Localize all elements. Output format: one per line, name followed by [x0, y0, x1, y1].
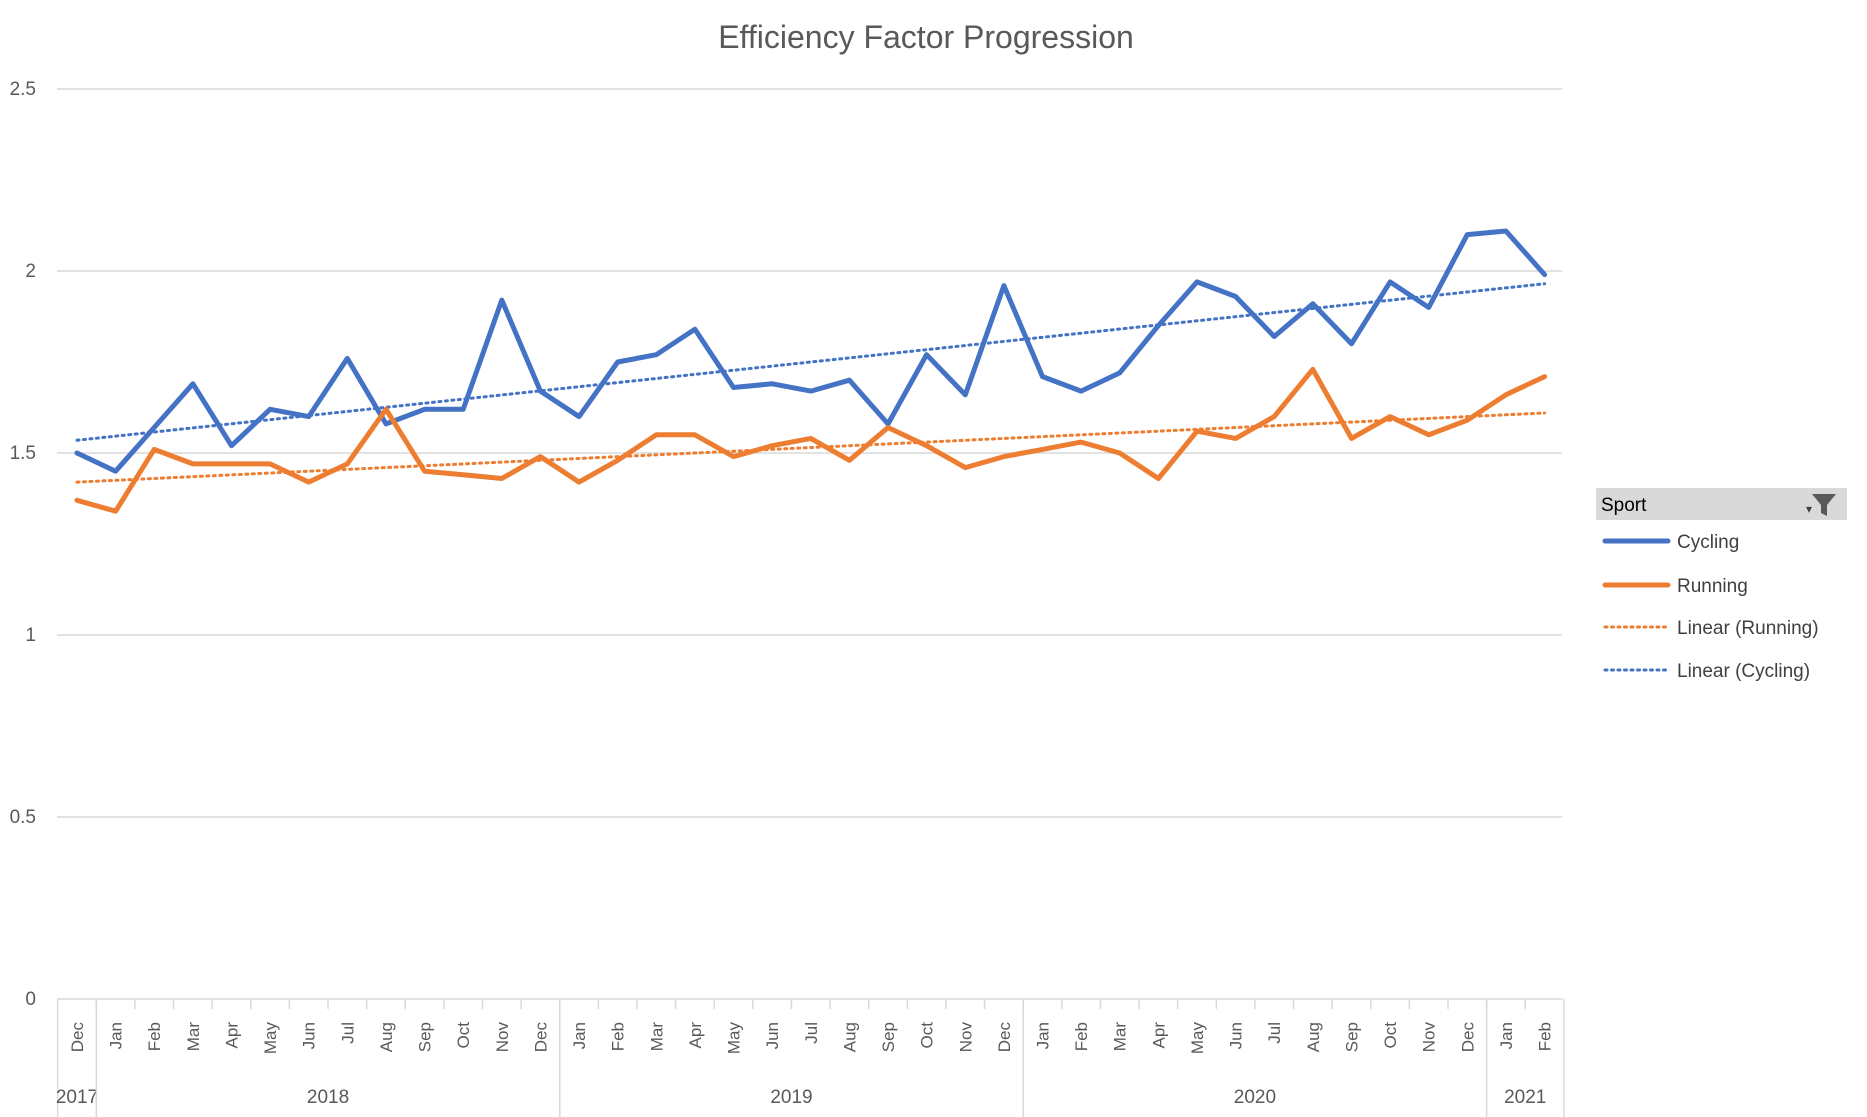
year-label: 2018	[307, 1087, 349, 1108]
x-tick-label: Apr	[222, 1022, 241, 1049]
x-tick-label: Dec	[68, 1022, 87, 1053]
x-tick-label: Jul	[338, 1022, 357, 1044]
x-tick-label: Mar	[184, 1022, 203, 1052]
legend-label: Linear (Cycling)	[1677, 661, 1810, 682]
legend-item[interactable]: Running	[1602, 576, 1748, 597]
chart-title: Efficiency Factor Progression	[718, 19, 1134, 55]
x-tick-label: Jan	[107, 1022, 126, 1049]
y-tick-label: 0.5	[10, 807, 36, 828]
x-tick-label: Jan	[1497, 1022, 1516, 1049]
legend-item[interactable]: Linear (Running)	[1603, 618, 1819, 639]
filter-icon	[1812, 494, 1836, 516]
series-line-cycling	[74, 228, 1548, 474]
year-label: 2017	[56, 1087, 98, 1108]
x-tick-label: Jan	[570, 1022, 589, 1049]
y-tick-label: 2	[25, 261, 36, 282]
legend-label: Cycling	[1677, 532, 1739, 553]
year-label: 2020	[1234, 1087, 1276, 1108]
x-tick-label: Feb	[609, 1022, 628, 1051]
x-tick-label: Aug	[1304, 1022, 1323, 1052]
x-tick-label: Sep	[879, 1022, 898, 1052]
x-tick-label: May	[261, 1022, 280, 1055]
plot-area	[74, 228, 1548, 514]
x-tick-label: Jun	[763, 1022, 782, 1049]
y-axis: 0 0.5 1 1.5 2 2.5	[10, 79, 36, 1010]
x-tick-label: Apr	[1149, 1022, 1168, 1049]
x-tick-label: Jul	[1265, 1022, 1284, 1044]
legend-item[interactable]: Cycling	[1602, 532, 1739, 553]
x-tick-label: Oct	[1381, 1022, 1400, 1049]
series-line-running	[74, 366, 1548, 514]
x-tick-label: Dec	[995, 1022, 1014, 1053]
gridlines	[57, 88, 1562, 1000]
x-tick-label: Oct	[918, 1022, 937, 1049]
legend-label: Running	[1677, 576, 1748, 597]
x-tick-label: Feb	[1536, 1022, 1555, 1051]
x-tick-label: Dec	[1458, 1022, 1477, 1053]
chevron-down-icon: ▾	[1806, 502, 1812, 516]
x-tick-label: Feb	[1072, 1022, 1091, 1051]
x-tick-label: Feb	[145, 1022, 164, 1051]
y-tick-label: 1	[25, 625, 36, 646]
legend-filter-bar[interactable]	[1596, 488, 1847, 520]
x-tick-label: Oct	[454, 1022, 473, 1049]
y-tick-label: 0	[25, 989, 36, 1010]
legend: Sport ▾ Cycling Running Linear (Running) Li…	[1596, 488, 1847, 682]
year-label: 2019	[770, 1087, 812, 1108]
legend-title: Sport	[1601, 495, 1647, 516]
x-tick-label: Jul	[802, 1022, 821, 1044]
x-axis: Dec Jan Feb Mar Apr May Jun Jul Aug Sep Oct Nov Dec J…	[56, 999, 1565, 1117]
year-label: 2021	[1504, 1087, 1546, 1108]
x-tick-label: Nov	[956, 1022, 975, 1053]
x-tick-label: Aug	[840, 1022, 859, 1052]
x-tick-label: Nov	[493, 1022, 512, 1053]
x-tick-label: Aug	[377, 1022, 396, 1052]
x-tick-label: Jun	[300, 1022, 319, 1049]
x-tick-label: Sep	[416, 1022, 435, 1052]
x-tick-label: Apr	[686, 1022, 705, 1049]
trendline-linear-cycling	[75, 282, 1547, 442]
legend-item[interactable]: Linear (Cycling)	[1603, 661, 1810, 682]
x-tick-label: Mar	[1111, 1022, 1130, 1052]
y-tick-label: 1.5	[10, 443, 36, 464]
y-tick-label: 2.5	[10, 79, 36, 100]
x-tick-label: Mar	[647, 1022, 666, 1052]
x-tick-label: Jun	[1227, 1022, 1246, 1049]
trendline-linear-running	[75, 411, 1547, 484]
x-tick-label: May	[1188, 1022, 1207, 1055]
x-tick-label: May	[725, 1022, 744, 1055]
x-tick-label: Jan	[1034, 1022, 1053, 1049]
legend-label: Linear (Running)	[1677, 618, 1819, 639]
x-tick-label: Sep	[1342, 1022, 1361, 1052]
x-tick-label: Dec	[531, 1022, 550, 1053]
filter-dropdown-button[interactable]: ▾	[1806, 494, 1836, 516]
legend-items: Cycling Running Linear (Running) Linear (Cy…	[1602, 532, 1819, 682]
x-tick-label: Nov	[1420, 1022, 1439, 1053]
